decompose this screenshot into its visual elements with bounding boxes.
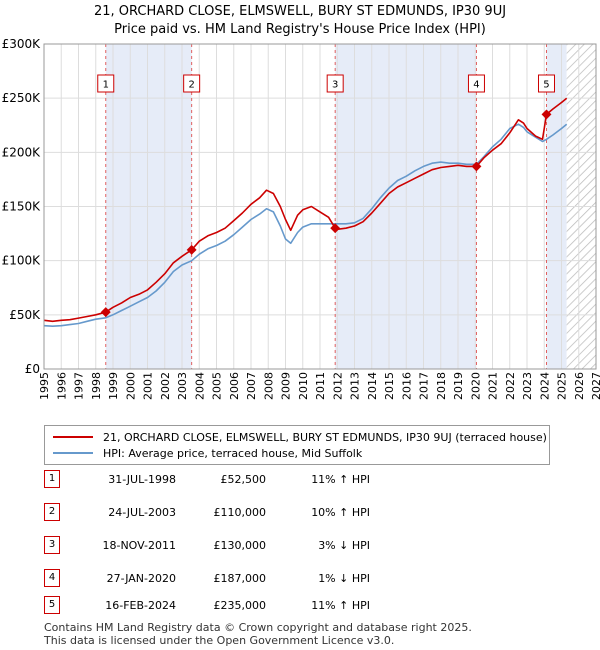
sale-label-number: 5 bbox=[543, 80, 549, 91]
sale-number-badge: 5 bbox=[44, 596, 60, 614]
x-tick-label: 2026 bbox=[573, 372, 586, 400]
sale-label-box bbox=[326, 74, 344, 93]
sale-number-badge: 1 bbox=[44, 470, 60, 488]
x-tick-label: 2023 bbox=[521, 372, 534, 400]
x-tick-label: 2017 bbox=[418, 372, 431, 400]
sale-label-number: 1 bbox=[103, 80, 109, 91]
x-tick-label: 2018 bbox=[435, 372, 448, 400]
y-tick-label: £0 bbox=[25, 362, 40, 376]
x-tick-label: 2024 bbox=[538, 372, 551, 400]
x-tick-label: 2002 bbox=[159, 372, 172, 400]
sale-label-box bbox=[537, 74, 555, 93]
x-tick-label: 2005 bbox=[211, 372, 224, 400]
y-tick-label: £100K bbox=[2, 254, 42, 268]
sale-hpi-diff: 1% ↓ HPI bbox=[318, 572, 370, 585]
legend-label-hpi: HPI: Average price, terraced house, Mid … bbox=[103, 446, 363, 460]
sale-price: £110,000 bbox=[213, 506, 267, 519]
footer: Contains HM Land Registry data © Crown c… bbox=[44, 621, 472, 647]
x-tick-label: 2006 bbox=[228, 372, 241, 400]
sale-date: 27-JAN-2020 bbox=[106, 572, 176, 585]
legend-swatch-hpi bbox=[53, 452, 93, 454]
legend-item-property: 21, ORCHARD CLOSE, ELMSWELL, BURY ST EDM… bbox=[53, 429, 547, 445]
sale-price: £235,000 bbox=[213, 599, 267, 612]
sale-label-box bbox=[97, 74, 115, 93]
y-tick-label: £200K bbox=[2, 145, 42, 159]
chart-legend: 21, ORCHARD CLOSE, ELMSWELL, BURY ST EDM… bbox=[44, 425, 550, 465]
x-tick-label: 2010 bbox=[297, 372, 310, 400]
sale-number-badge: 3 bbox=[44, 536, 60, 554]
sale-label-number: 3 bbox=[332, 80, 338, 91]
sale-number-badge: 2 bbox=[44, 503, 60, 521]
x-tick-label: 2008 bbox=[262, 372, 275, 400]
x-tick-label: 2025 bbox=[556, 372, 569, 400]
sale-point bbox=[330, 223, 341, 234]
sale-hpi-diff: 10% ↑ HPI bbox=[311, 506, 370, 519]
sale-row: 2 24-JUL-2003 £110,000 10% ↑ HPI bbox=[0, 503, 600, 523]
sale-point bbox=[471, 161, 482, 172]
y-tick-label: £250K bbox=[2, 91, 42, 105]
x-tick-label: 2022 bbox=[504, 372, 517, 400]
x-tick-label: 2000 bbox=[124, 372, 137, 400]
sale-hpi-diff: 11% ↑ HPI bbox=[311, 599, 370, 612]
chart-subtitle: Price paid vs. HM Land Registry's House … bbox=[114, 22, 486, 37]
footer-licence: This data is licensed under the Open Gov… bbox=[44, 634, 395, 647]
sale-number-badge: 4 bbox=[44, 569, 60, 587]
sale-hpi-diff: 11% ↑ HPI bbox=[311, 473, 370, 486]
sale-date: 24-JUL-2003 bbox=[108, 506, 176, 519]
x-tick-label: 2011 bbox=[314, 372, 327, 400]
x-tick-label: 2015 bbox=[383, 372, 396, 400]
sale-date: 31-JUL-1998 bbox=[108, 473, 176, 486]
sale-date: 16-FEB-2024 bbox=[105, 599, 176, 612]
sale-row: 4 27-JAN-2020 £187,000 1% ↓ HPI bbox=[0, 569, 600, 589]
x-tick-label: 2027 bbox=[590, 372, 600, 400]
sale-point bbox=[186, 244, 197, 255]
property-price-line bbox=[44, 97, 568, 323]
legend-swatch-property bbox=[53, 436, 93, 438]
sale-row: 5 16-FEB-2024 £235,000 11% ↑ HPI bbox=[0, 596, 600, 616]
x-tick-label: 2004 bbox=[193, 372, 206, 400]
x-tick-label: 1998 bbox=[90, 372, 103, 400]
x-tick-label: 2021 bbox=[487, 372, 500, 400]
sale-row: 1 31-JUL-1998 £52,500 11% ↑ HPI bbox=[0, 470, 600, 490]
x-tick-label: 2020 bbox=[469, 372, 482, 400]
plot-frame bbox=[43, 43, 597, 370]
x-tick-label: 1999 bbox=[107, 372, 120, 400]
price-chart: 1 2 3 4 5 £0 £50K £100K £150K £200K £250K £300K 199… bbox=[2, 37, 600, 400]
sale-point bbox=[541, 109, 552, 120]
x-tick-label: 1997 bbox=[73, 372, 86, 400]
sale-row: 3 18-NOV-2011 £130,000 3% ↓ HPI bbox=[0, 536, 600, 556]
sale-price: £187,000 bbox=[213, 572, 267, 585]
sale-price: £130,000 bbox=[213, 539, 267, 552]
sale-label-number: 4 bbox=[473, 80, 479, 91]
x-tick-label: 2009 bbox=[280, 372, 293, 400]
x-tick-label: 1995 bbox=[38, 372, 51, 400]
sale-label-box bbox=[467, 74, 485, 93]
x-tick-label: 2007 bbox=[245, 372, 258, 400]
chart-title: 21, ORCHARD CLOSE, ELMSWELL, BURY ST EDM… bbox=[93, 4, 507, 19]
x-tick-label: 1996 bbox=[55, 372, 68, 400]
legend-item-hpi: HPI: Average price, terraced house, Mid … bbox=[53, 445, 362, 461]
footer-copyright: Contains HM Land Registry data © Crown c… bbox=[44, 621, 472, 634]
y-tick-label: £300K bbox=[2, 37, 42, 51]
legend-label-property: 21, ORCHARD CLOSE, ELMSWELL, BURY ST EDM… bbox=[103, 430, 547, 444]
x-tick-label: 2014 bbox=[366, 372, 379, 400]
sale-price: £52,500 bbox=[220, 473, 267, 486]
sale-label-box bbox=[183, 74, 201, 93]
sale-label-number: 2 bbox=[188, 80, 194, 91]
x-tick-label: 2001 bbox=[142, 372, 155, 400]
x-tick-label: 2013 bbox=[349, 372, 362, 400]
y-tick-label: £150K bbox=[2, 200, 42, 214]
x-tick-label: 2019 bbox=[452, 372, 465, 400]
x-tick-label: 2003 bbox=[176, 372, 189, 400]
x-tick-label: 2012 bbox=[331, 372, 344, 400]
sale-hpi-diff: 3% ↓ HPI bbox=[318, 539, 370, 552]
hpi-line bbox=[44, 123, 568, 328]
y-tick-label: £50K bbox=[9, 308, 41, 322]
sale-date: 18-NOV-2011 bbox=[102, 539, 176, 552]
x-tick-label: 2016 bbox=[400, 372, 413, 400]
